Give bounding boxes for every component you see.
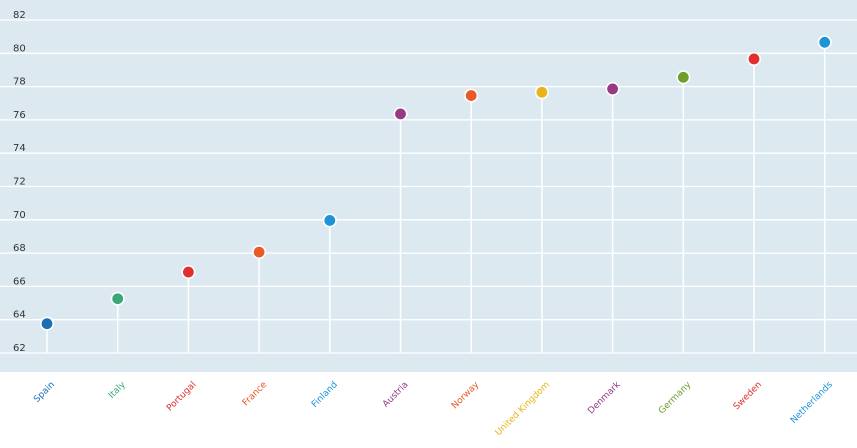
y-tick-label: 72 (13, 177, 26, 188)
x-category-label: Portugal (165, 380, 198, 413)
data-point[interactable] (817, 35, 832, 50)
x-category-label: Austria (381, 380, 411, 410)
y-tick-label: 82 (13, 10, 26, 21)
y-tick-label: 64 (13, 310, 26, 321)
x-category-label: Norway (450, 380, 482, 412)
y-tick-label: 80 (13, 43, 26, 54)
data-point[interactable] (181, 265, 196, 280)
y-tick-label: 78 (13, 77, 26, 88)
x-category-label: Germany (657, 380, 694, 417)
x-category-label: Finland (310, 380, 340, 410)
x-category-label: Italy (107, 380, 128, 401)
y-tick-label: 76 (13, 110, 26, 121)
y-tick-label: 68 (13, 243, 26, 254)
data-point[interactable] (39, 316, 54, 331)
x-category-label: Spain (32, 380, 57, 405)
data-point[interactable] (110, 291, 125, 306)
data-point[interactable] (252, 245, 267, 260)
data-point[interactable] (464, 88, 479, 103)
y-tick-label: 70 (13, 210, 26, 221)
data-point[interactable] (322, 213, 337, 228)
data-point[interactable] (534, 85, 549, 100)
data-point[interactable] (746, 51, 761, 66)
x-category-label: France (241, 380, 270, 409)
y-tick-label: 62 (13, 343, 26, 354)
x-category-label: Sweden (732, 380, 764, 412)
x-category-label: Netherlands (789, 380, 835, 426)
data-point[interactable] (605, 81, 620, 96)
x-category-label: Denmark (586, 379, 623, 416)
data-point[interactable] (676, 70, 691, 85)
y-tick-label: 66 (13, 276, 26, 287)
x-category-label: United Kingdom (494, 380, 552, 438)
y-tick-label: 74 (13, 143, 26, 154)
data-point[interactable] (393, 106, 408, 121)
